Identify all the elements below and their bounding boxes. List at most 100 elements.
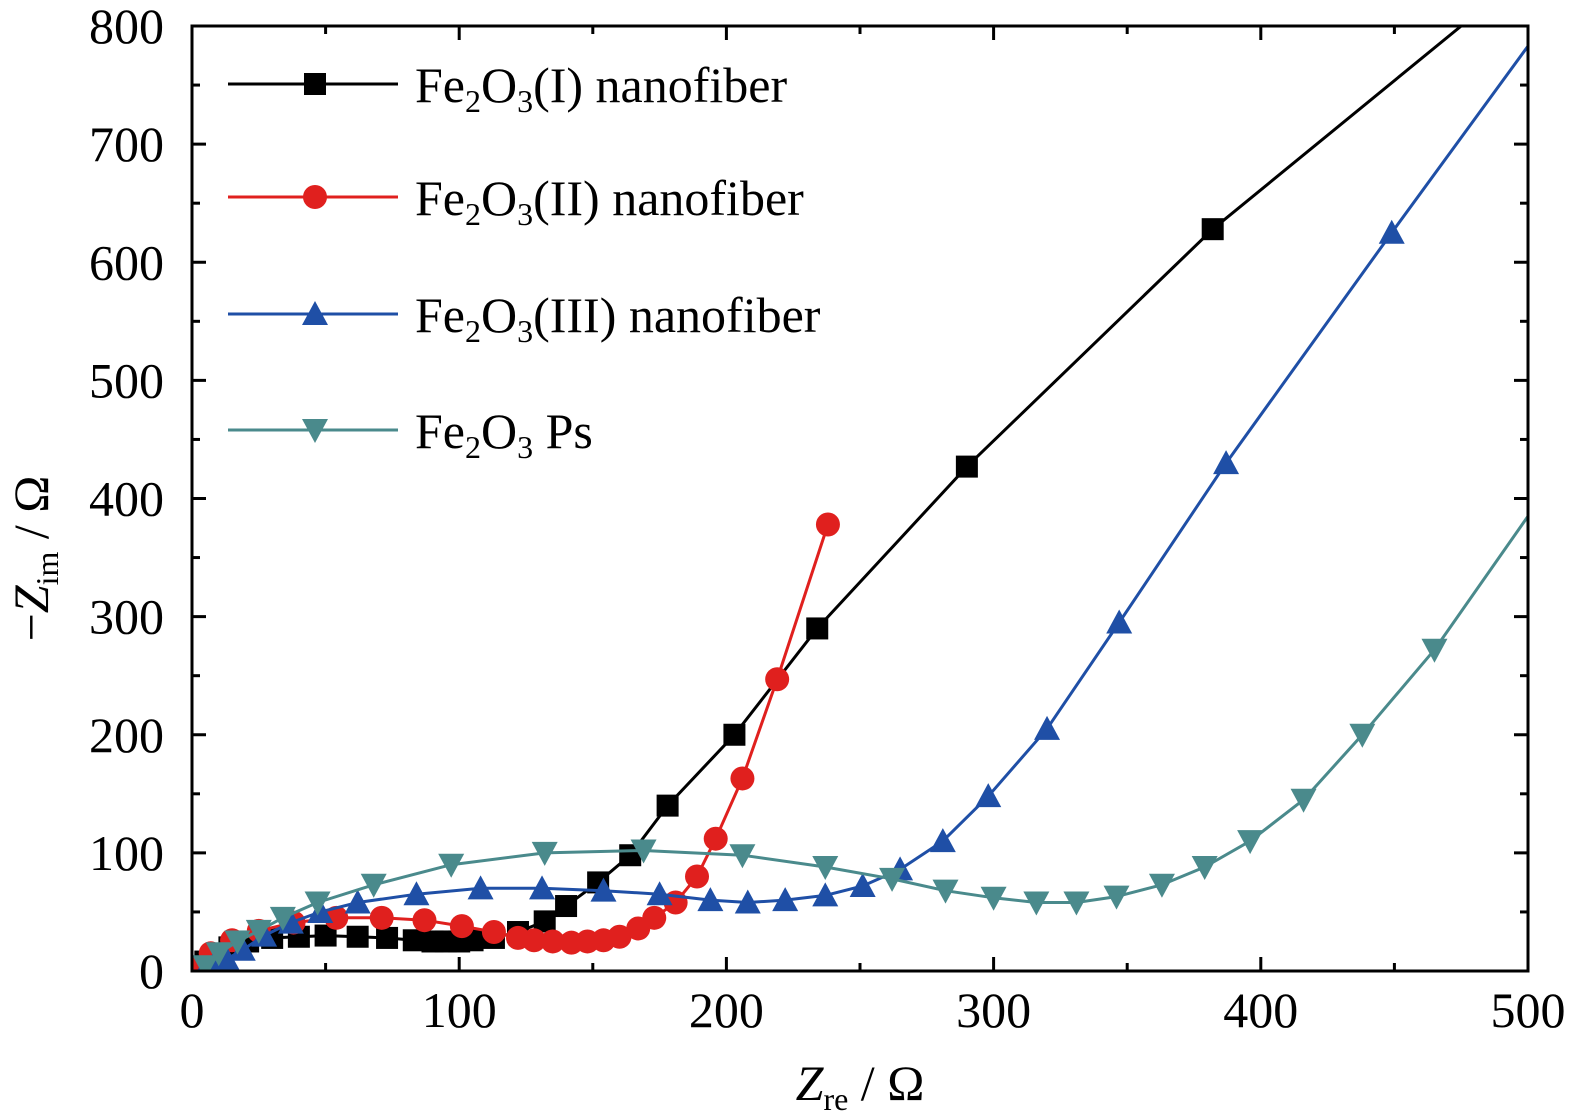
- series-3: [197, 45, 1528, 971]
- data-point: [304, 891, 331, 916]
- series-4: [192, 515, 1528, 971]
- legend-label-part: Fe: [415, 170, 465, 226]
- data-point: [403, 881, 430, 906]
- x-tick-label: 200: [689, 982, 764, 1038]
- y-tick-label: 800: [89, 0, 164, 54]
- data-point: [344, 889, 371, 914]
- y-tick-label: 700: [89, 116, 164, 172]
- x-axis-label: Zre / Ω: [796, 1055, 925, 1117]
- data-point: [630, 839, 657, 864]
- data-point: [1201, 218, 1224, 241]
- legend-label-part: 3: [517, 83, 533, 119]
- legend-label: Fe2O3(III) nanofiber: [415, 287, 821, 349]
- data-point: [723, 723, 746, 746]
- axis-ticks: [190, 24, 1530, 973]
- data-point: [533, 910, 556, 933]
- series-layer: [192, 26, 1528, 971]
- data-point: [1103, 885, 1130, 910]
- data-point: [1023, 891, 1050, 916]
- data-point: [656, 794, 679, 817]
- y-axis-subscript: im: [29, 552, 65, 586]
- data-point: [697, 887, 724, 912]
- y-axis-unit: / Ω: [3, 476, 59, 552]
- data-point: [360, 873, 387, 898]
- data-point: [646, 881, 673, 906]
- legend-item: Fe2O3(II) nanofiber: [228, 170, 804, 232]
- data-point: [307, 898, 334, 923]
- legend-label-part: 2: [465, 196, 481, 232]
- data-point: [975, 783, 1002, 808]
- data-point: [346, 925, 369, 948]
- y-axis-symbol: Z: [3, 584, 59, 613]
- data-point: [438, 853, 465, 878]
- legend-label: Fe2O3(I) nanofiber: [415, 57, 787, 119]
- x-tick-label: 500: [1491, 982, 1566, 1038]
- data-point: [269, 906, 296, 931]
- data-point: [955, 455, 978, 478]
- legend-label-part: O: [481, 170, 517, 226]
- legend-label: Fe2O3(II) nanofiber: [415, 170, 804, 232]
- y-tick-label: 400: [89, 471, 164, 527]
- legend-label-part: O: [481, 403, 517, 459]
- series-line: [204, 515, 1528, 968]
- data-point: [1063, 891, 1090, 916]
- y-tick-label: 200: [89, 707, 164, 763]
- legend-label-part: O: [481, 57, 517, 113]
- data-point: [849, 872, 876, 897]
- legend-label-part: 3: [517, 313, 533, 349]
- data-point: [703, 826, 728, 851]
- data-point: [1290, 788, 1317, 813]
- data-point: [1349, 723, 1376, 748]
- data-point: [369, 905, 394, 930]
- data-point: [481, 920, 506, 945]
- data-point: [205, 942, 232, 967]
- data-point: [929, 828, 956, 853]
- legend-marker: [303, 185, 327, 209]
- data-point: [192, 955, 219, 971]
- legend-label-part: 3: [517, 429, 533, 465]
- data-point: [642, 905, 667, 930]
- data-point: [1106, 609, 1133, 634]
- data-point: [772, 887, 799, 912]
- legend-label-part: Fe: [415, 57, 465, 113]
- legend-item: Fe2O3(I) nanofiber: [228, 57, 787, 119]
- data-point: [224, 930, 251, 955]
- y-axis-prefix: −: [3, 613, 59, 641]
- data-point: [1378, 219, 1405, 244]
- data-point: [1034, 715, 1061, 740]
- legend-label-part: Fe: [415, 403, 465, 459]
- legend-label-part: 2: [465, 83, 481, 119]
- data-point: [213, 946, 240, 971]
- y-tick-label: 600: [89, 234, 164, 290]
- x-axis-unit: / Ω: [848, 1055, 924, 1111]
- data-point: [607, 924, 632, 949]
- data-point: [245, 919, 272, 944]
- data-point: [812, 882, 839, 907]
- legend-item: Fe2O3(III) nanofiber: [228, 287, 821, 349]
- data-point: [590, 877, 617, 902]
- data-point: [932, 879, 959, 904]
- data-point: [729, 844, 756, 869]
- x-tick-label: 0: [180, 982, 205, 1038]
- y-tick-label: 0: [139, 943, 164, 999]
- legend-marker: [304, 73, 326, 95]
- plot-frame: [190, 24, 1530, 973]
- legend-label-part: 2: [465, 313, 481, 349]
- data-point: [229, 936, 256, 961]
- data-point: [1213, 450, 1240, 475]
- y-tick-label: 100: [89, 825, 164, 881]
- data-point: [531, 841, 558, 866]
- y-tick-label: 500: [89, 352, 164, 408]
- data-point: [376, 926, 399, 949]
- data-point: [449, 914, 474, 939]
- data-point: [529, 875, 556, 900]
- data-point: [879, 867, 906, 892]
- legend-label-part: Ps: [533, 403, 593, 459]
- data-point: [765, 667, 790, 692]
- data-point: [522, 928, 547, 953]
- data-point: [685, 864, 710, 889]
- x-axis-subscript: re: [823, 1081, 848, 1117]
- data-point: [1237, 830, 1264, 855]
